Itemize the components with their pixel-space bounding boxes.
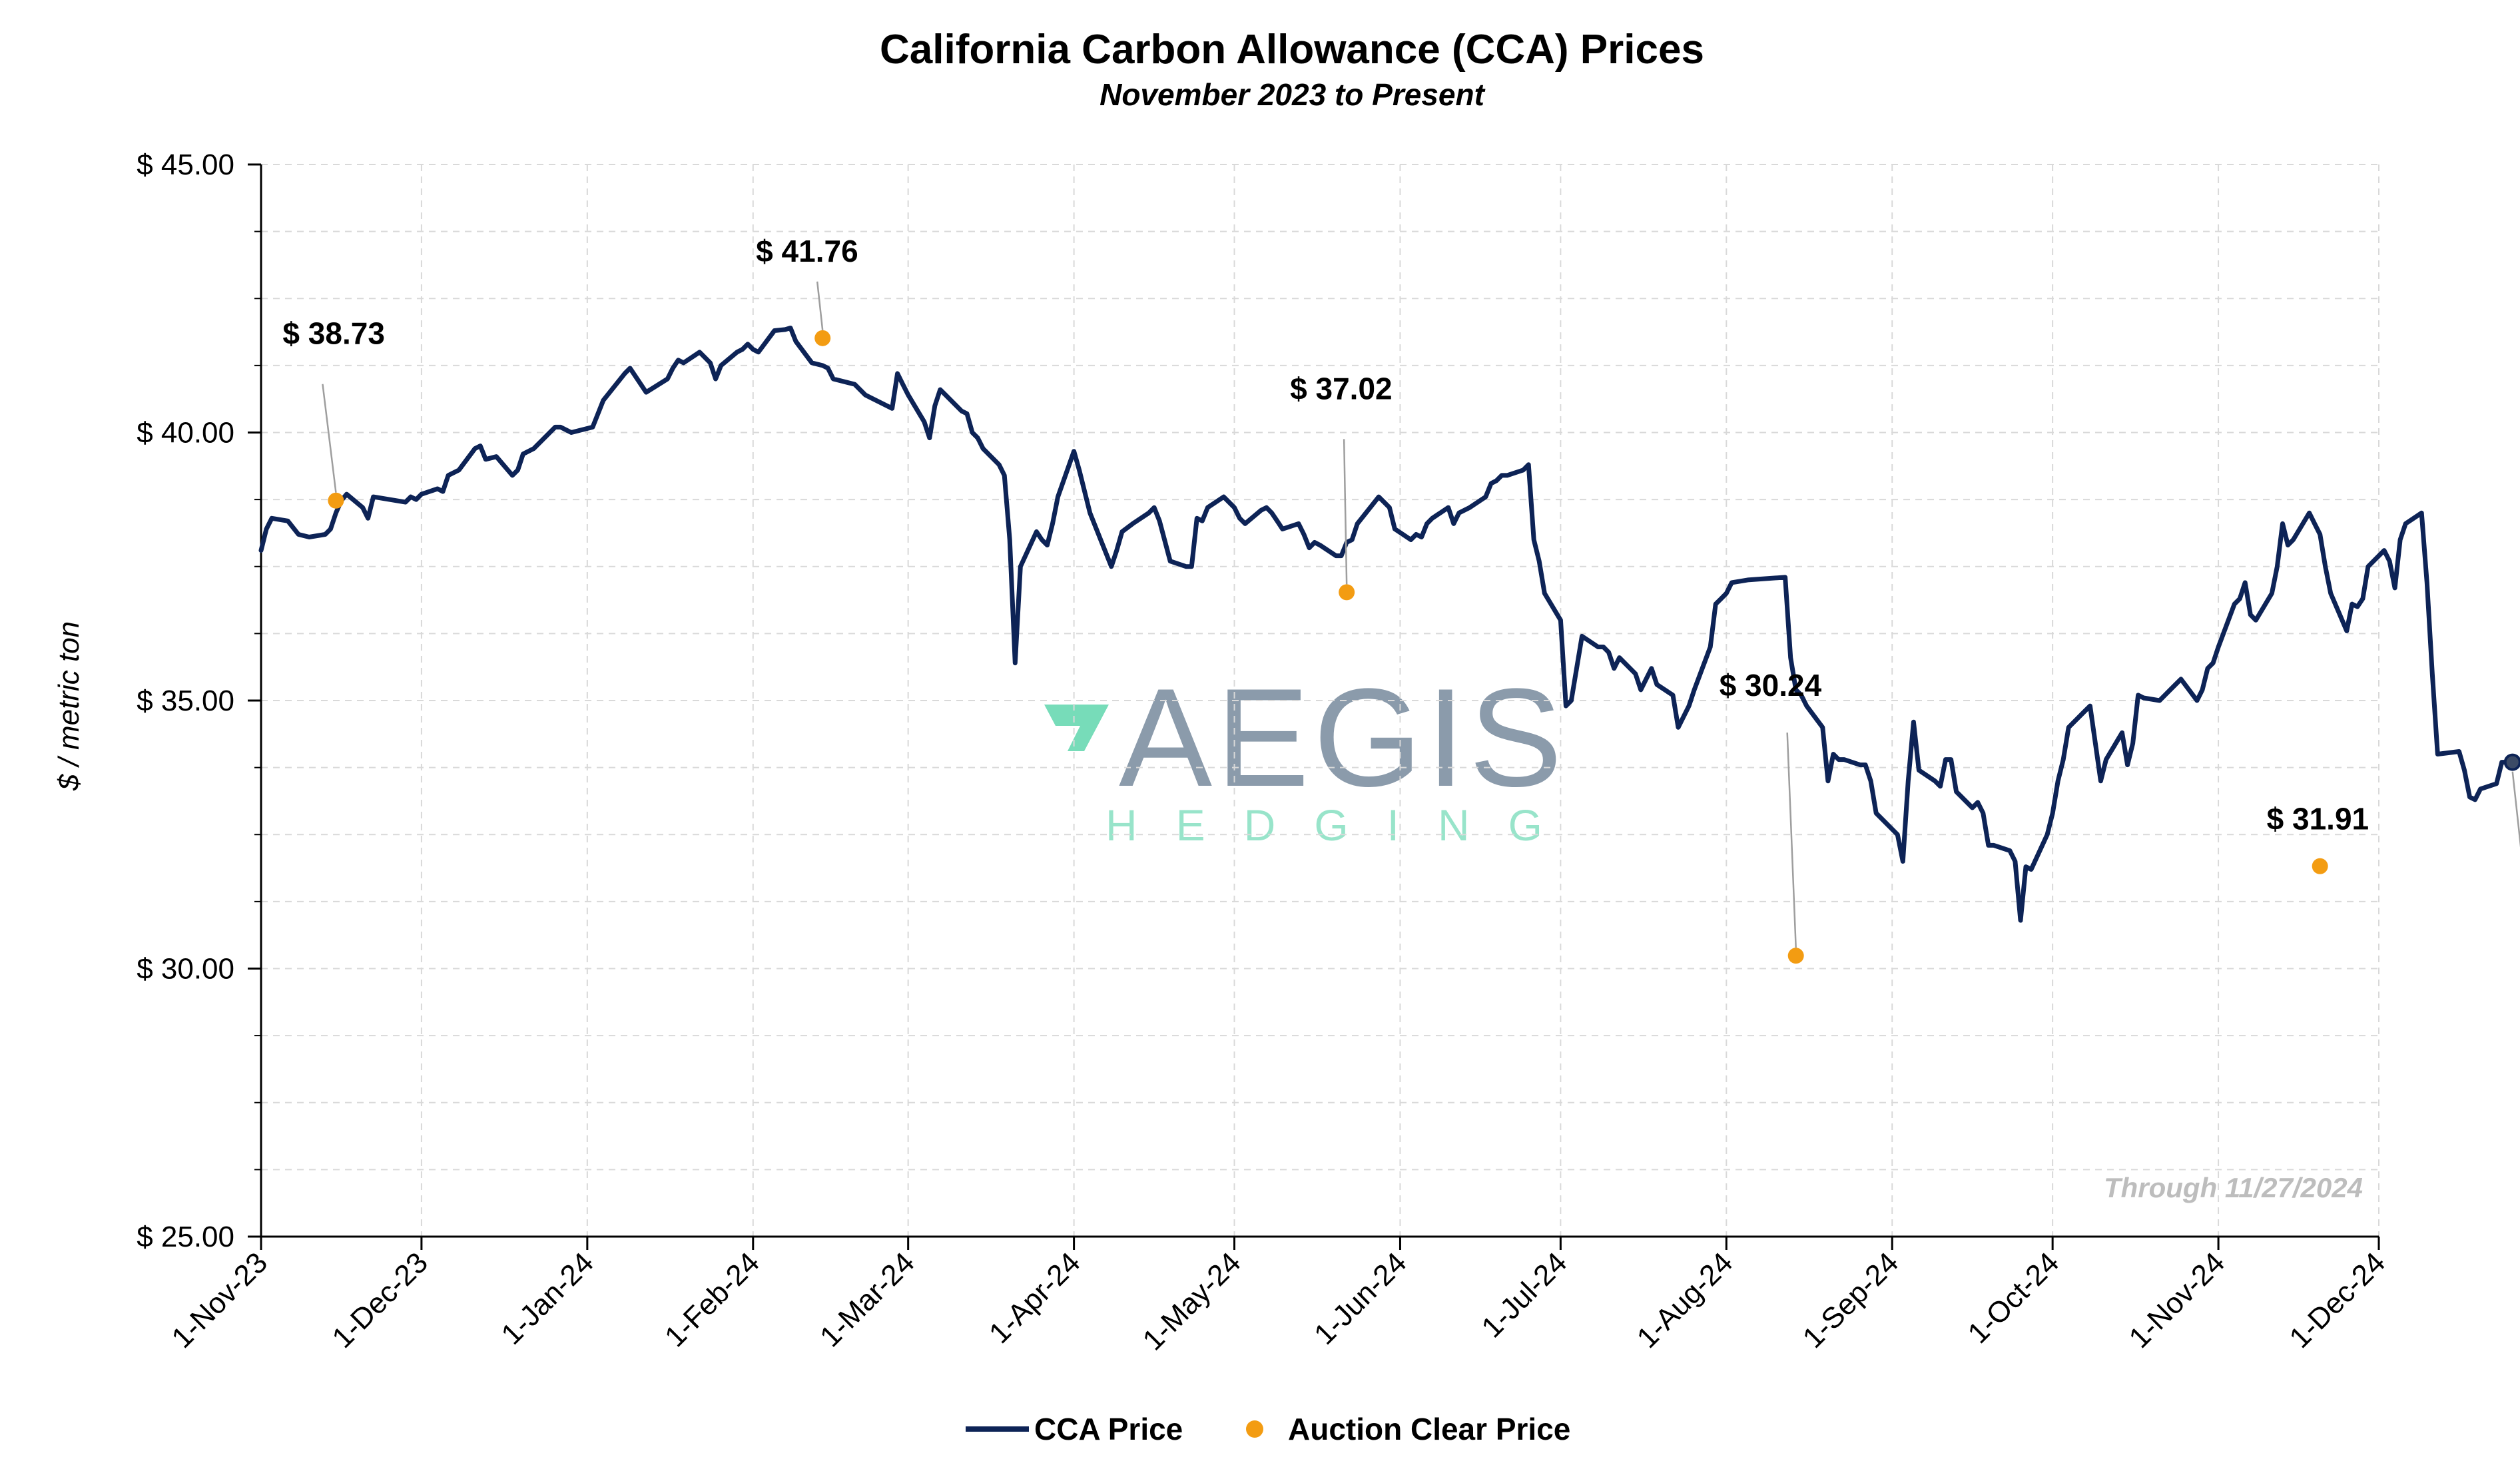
auction-clear-point (328, 492, 344, 509)
auction-price-label: $ 30.24 (1720, 668, 1822, 703)
legend: CCA Price Auction Clear Price (966, 1412, 1570, 1446)
through-date-note: Through 11/27/2024 (2104, 1172, 2363, 1203)
last-value-leader (2511, 771, 2520, 848)
axes (248, 163, 2380, 1250)
auction-clear-point (1787, 948, 1804, 964)
auction-price-label: $ 41.76 (756, 234, 858, 268)
chart-subtitle: November 2023 to Present (1100, 77, 1485, 112)
grid-lines (260, 164, 2379, 1237)
aegis-logo-icon (1044, 705, 1109, 751)
callouts: $ 38.73$ 41.76$ 37.02$ 30.24$ 31.91$ 33.… (282, 234, 2520, 948)
legend-auction-swatch (1246, 1420, 1263, 1438)
y-tick-labels: $ 45.00 $ 40.00 $ 35.00 $ 30.00 $ 25.00 (137, 148, 234, 1253)
last-value-marker (2503, 753, 2520, 771)
y-tick-label: $ 30.00 (137, 953, 234, 986)
auction-clear-point (2312, 858, 2328, 874)
y-axis-label: $ / metric ton (53, 621, 85, 791)
auction-price-label: $ 37.02 (1290, 371, 1392, 406)
y-tick-label: $ 45.00 (137, 148, 234, 181)
legend-cca-label: CCA Price (1034, 1412, 1183, 1446)
auction-clear-price-points (328, 330, 2328, 964)
callout-leader (1786, 733, 1797, 948)
callout-leader (1343, 439, 1348, 585)
aegis-hedging-watermark: AEGIS HEDGING (1044, 659, 1581, 850)
legend-auction-label: Auction Clear Price (1288, 1412, 1570, 1446)
auction-clear-point (1339, 584, 1355, 601)
y-tick-label: $ 25.00 (137, 1221, 234, 1253)
y-tick-label: $ 40.00 (137, 417, 234, 449)
auction-clear-point (814, 330, 831, 346)
watermark-line1: AEGIS (1119, 659, 1566, 816)
callout-leader (816, 281, 824, 330)
watermark-line2: HEDGING (1105, 800, 1581, 850)
callout-leader (322, 384, 337, 493)
auction-price-label: $ 38.73 (282, 316, 384, 351)
auction-price-label: $ 31.91 (2267, 802, 2369, 836)
y-tick-label: $ 35.00 (137, 685, 234, 717)
cca-price-series-line (258, 326, 2515, 923)
chart-title: California Carbon Allowance (CCA) Prices (880, 27, 1704, 73)
